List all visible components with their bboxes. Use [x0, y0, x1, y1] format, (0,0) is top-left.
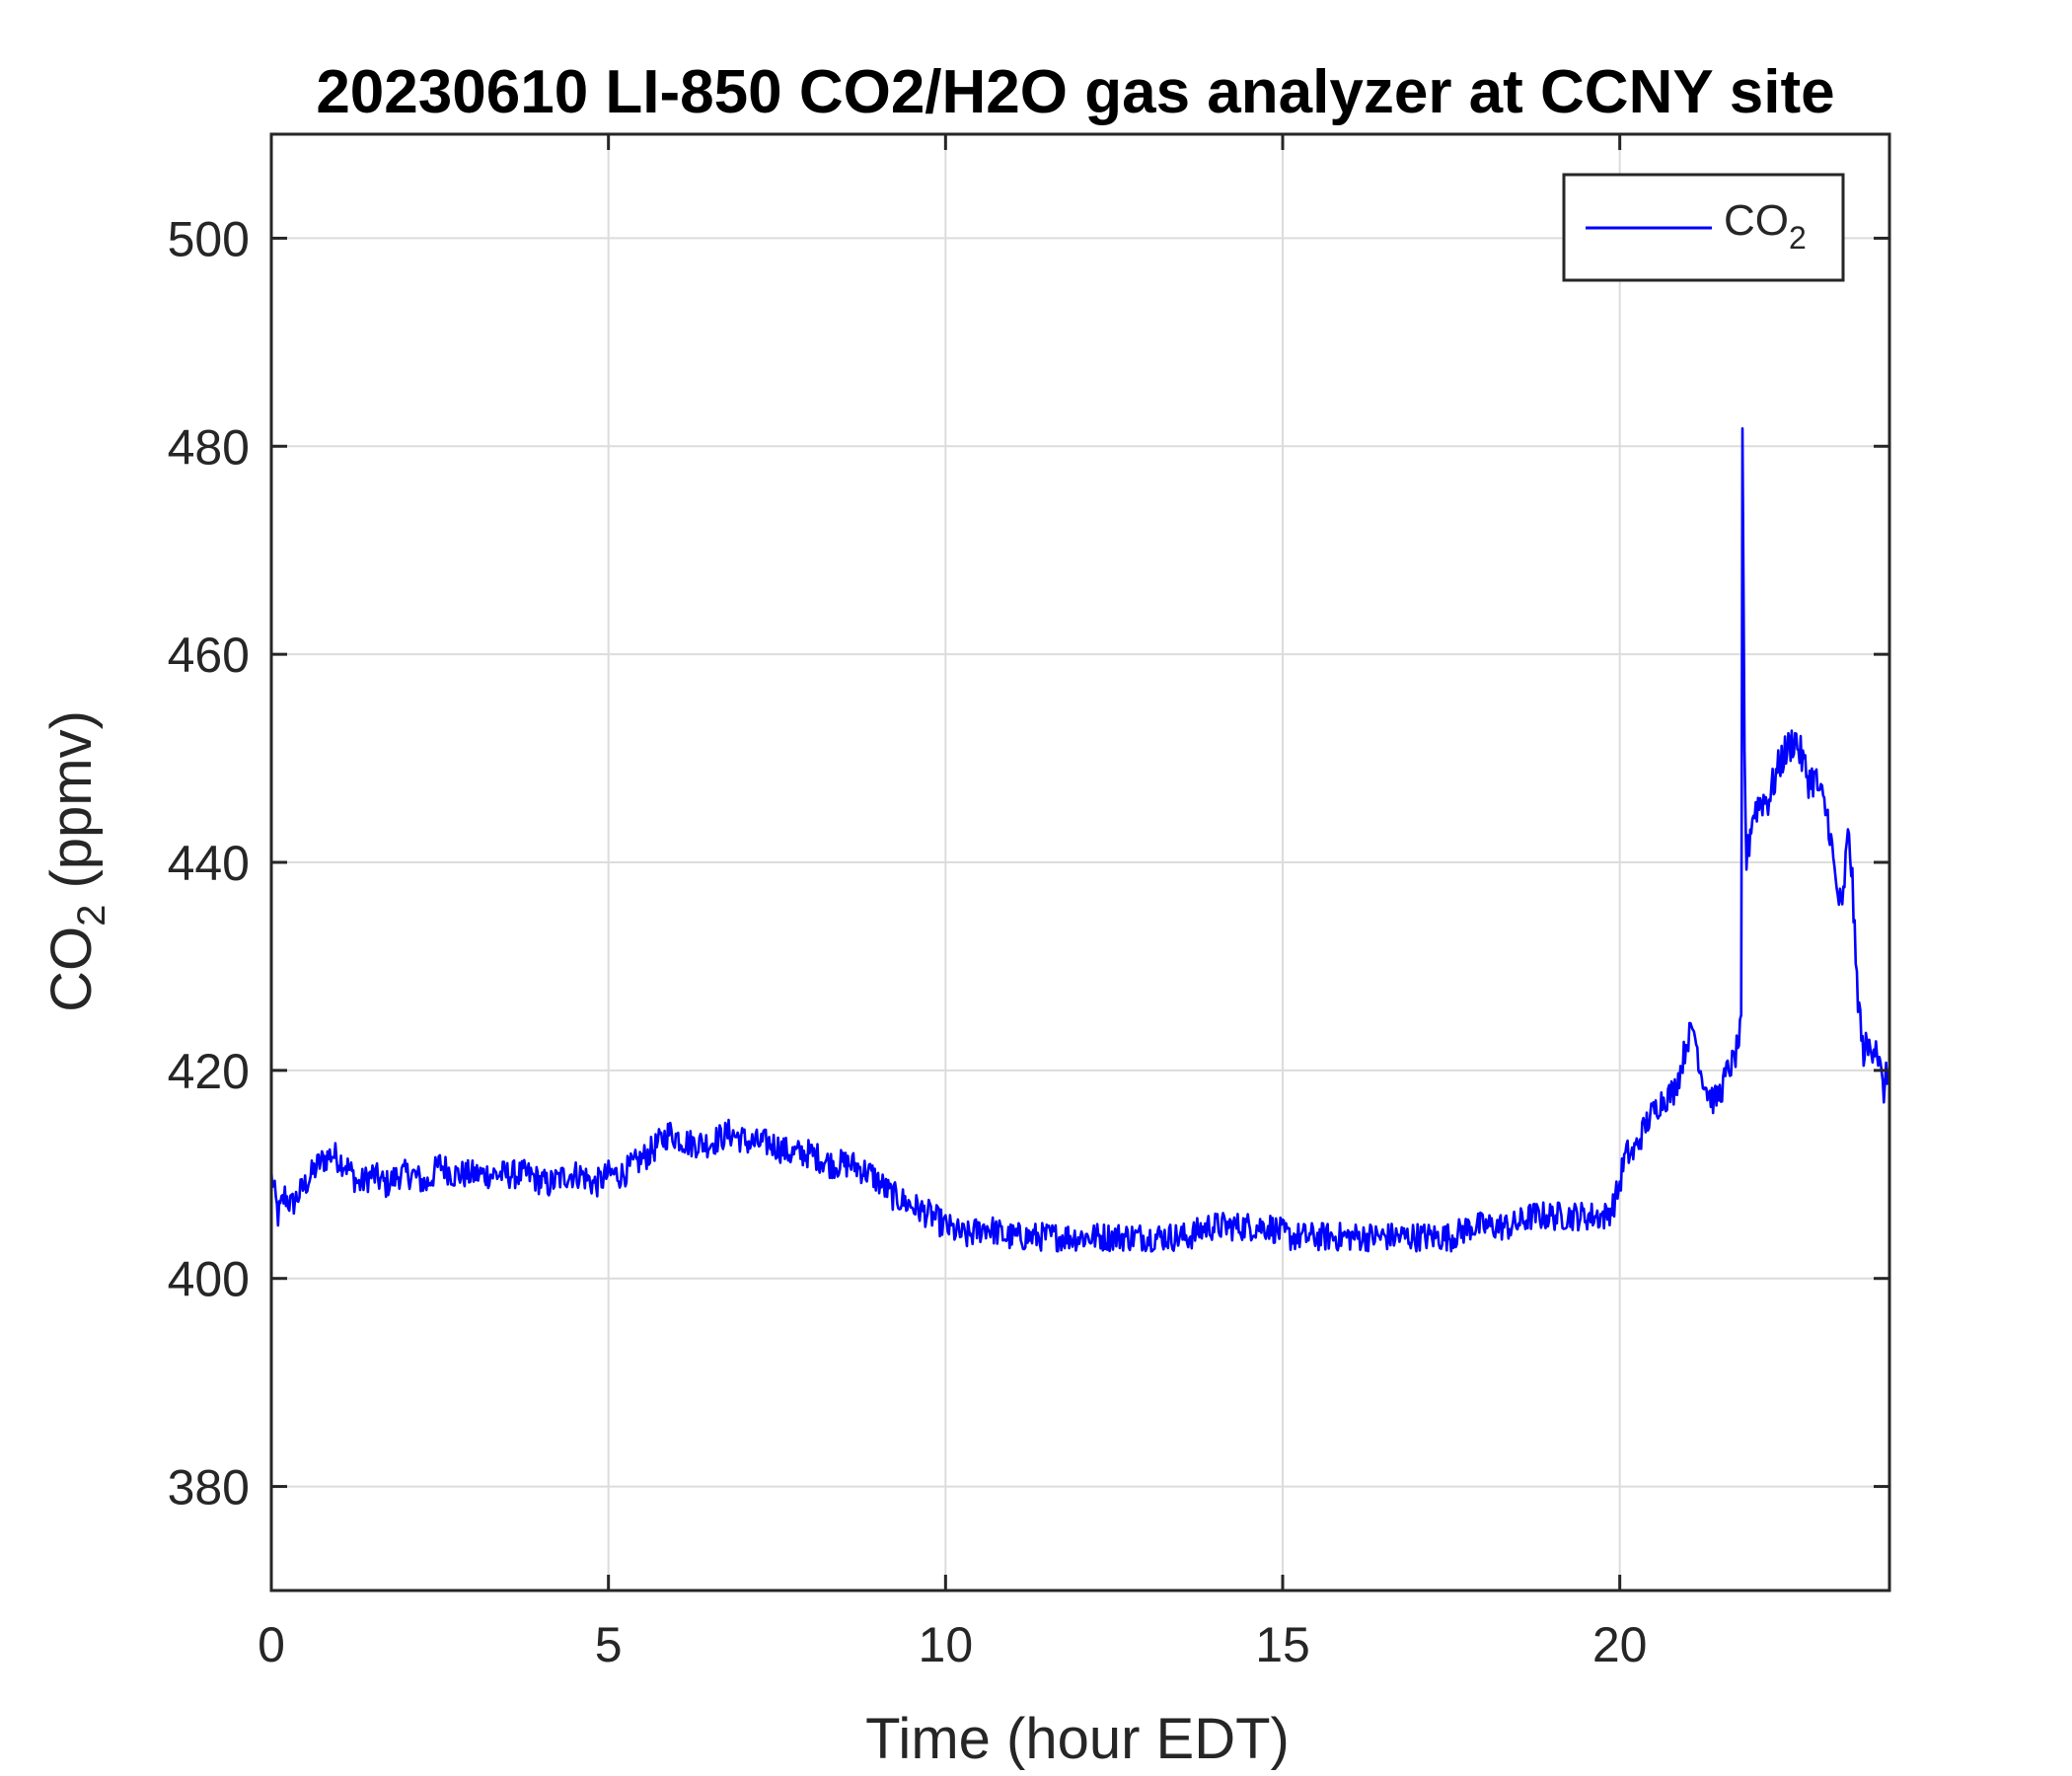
y-axis-title: CO2 (ppmv) — [39, 710, 113, 1012]
grid — [270, 134, 1889, 1591]
legend-label: CO2 — [1724, 196, 1807, 256]
series-line-co2 — [269, 426, 1891, 1253]
legend: CO2 — [1562, 173, 1845, 282]
x-tick-label: 5 — [595, 1617, 623, 1672]
legend-label-sub: 2 — [1789, 220, 1807, 256]
y-tick-label: 500 — [168, 211, 250, 266]
legend-label-main: CO — [1724, 196, 1789, 245]
y-tick-label: 480 — [168, 419, 250, 475]
plot-frame — [269, 132, 1891, 1592]
x-axis-title: Time (hour EDT) — [865, 1707, 1290, 1771]
series-layer — [269, 426, 1891, 1253]
y-axis-title-main: CO — [39, 926, 104, 1012]
x-tick-label: 10 — [919, 1617, 974, 1672]
y-tick-label: 400 — [168, 1252, 250, 1307]
y-tick-label: 420 — [168, 1044, 250, 1099]
x-tick-label: 20 — [1592, 1617, 1648, 1672]
chart-title: 20230610 LI-850 CO2/H2O gas analyzer at … — [316, 58, 1834, 126]
y-axis-title-sub: 2 — [70, 905, 113, 926]
y-tick-label: 460 — [168, 628, 250, 683]
tick-labels: 0 5 10 15 20 380 400 420 440 460 480 500 — [168, 211, 1648, 1672]
y-tick-label: 440 — [168, 836, 250, 891]
y-axis-title-tail: (ppmv) — [39, 710, 104, 905]
x-tick-label: 15 — [1255, 1617, 1310, 1672]
x-tick-label: 0 — [258, 1617, 285, 1672]
y-tick-label: 380 — [168, 1460, 250, 1516]
axes-frame — [269, 132, 1891, 1592]
